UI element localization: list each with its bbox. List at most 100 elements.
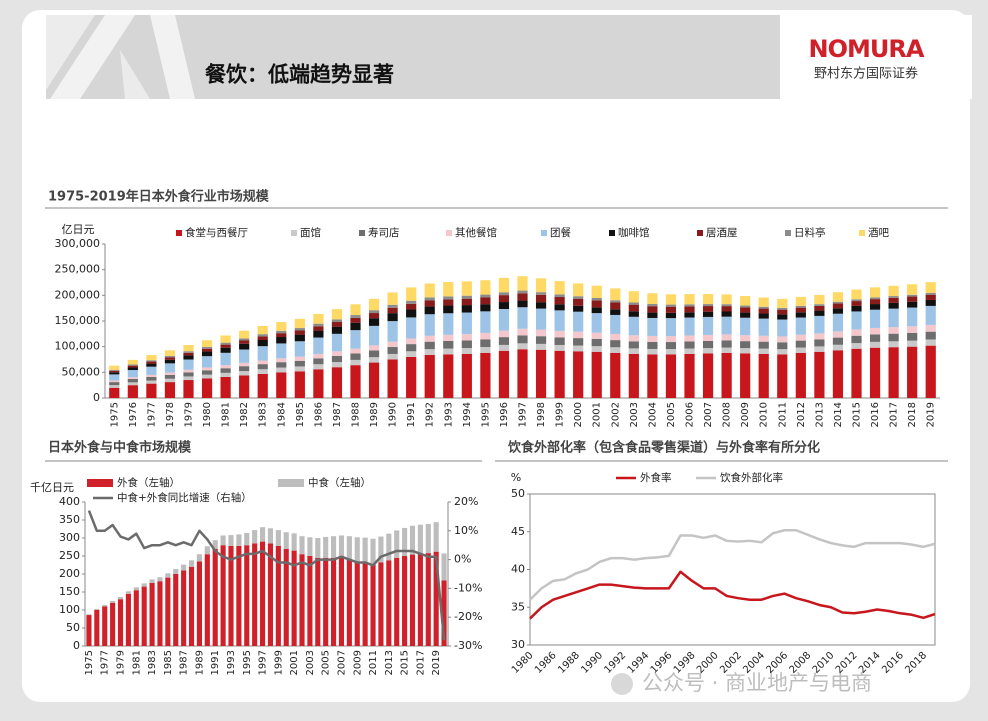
x-tick-label: 2017 [415,650,426,675]
bar [461,340,472,349]
bar [795,352,806,398]
bar [181,570,187,646]
x-tick-label: 1977 [100,650,111,675]
bar [212,548,218,646]
bar [402,527,408,556]
bar [149,579,155,583]
bar [443,299,454,306]
bar [702,348,714,354]
bar [591,338,602,347]
bar [164,355,176,358]
x-tick-label: 2009 [352,650,363,675]
bar [851,301,862,306]
bar [424,354,435,398]
x-tick-label: 2017 [889,402,900,427]
bar [220,342,231,345]
bar [257,339,268,347]
bar [94,610,100,646]
bar [665,294,677,305]
bar [220,372,231,377]
bar [461,298,472,306]
legend-label: 外食（左轴） [117,476,180,489]
x-tick-label: 2011 [368,650,379,675]
bar [684,304,695,307]
x-tick-label: 2016 [870,402,881,427]
x-tick-label: 2018 [907,402,918,427]
bar [461,305,472,313]
bar [350,359,361,366]
bar [127,370,138,378]
bar [869,304,881,310]
x-tick-label: 1999 [555,402,566,427]
bar [795,347,806,353]
x-tick-label: 1982 [239,402,250,427]
x-tick-label: 1983 [147,650,158,675]
y2-tick-label: -30% [454,639,482,652]
bar [721,294,732,305]
chart-title: 日本外食与中食市场规模 [48,440,192,456]
bar [647,354,658,398]
x-tick-label: 1975 [109,402,120,427]
bar [610,314,621,334]
bar [133,590,139,646]
bar [517,343,528,350]
bar [721,340,732,348]
bar [368,313,380,319]
bar [299,536,305,555]
x-tick-label: 1987 [179,650,190,675]
bar [201,346,213,349]
bar [387,304,398,308]
bar [461,334,472,341]
bar [331,367,343,398]
bar [925,305,936,325]
bar [851,335,862,344]
bar [368,318,380,326]
bar [406,344,417,352]
legend-label: 外食率 [640,471,672,484]
bar [591,285,602,299]
bar [443,348,454,355]
bar [127,365,138,368]
bar [220,376,231,398]
bar [294,360,305,367]
bar [888,347,899,398]
bar [315,557,321,646]
bar [480,280,491,295]
bar [925,294,936,300]
bar [109,382,120,386]
card [22,10,970,702]
bar [702,306,714,312]
bar [480,311,491,333]
bar [647,335,658,342]
x-tick-label: 1997 [258,650,269,675]
bar [777,309,788,315]
bar [517,328,528,336]
bar [313,330,324,338]
bar [173,574,179,646]
bar [387,341,398,348]
bar [220,335,231,343]
bar [370,538,376,564]
bar [591,313,602,333]
bar [740,353,751,398]
bar [109,372,120,375]
bar [276,367,287,373]
bar [814,346,825,352]
bar [665,349,677,355]
x-tick-label: 1998 [536,402,547,427]
y-tick-label: 250 [59,549,80,562]
stripe [46,15,95,90]
bar [925,324,936,332]
logo-sub: 野村东方国际证券 [814,66,918,82]
bar [362,562,368,646]
bar [535,349,547,398]
bar [387,353,398,360]
bar [181,564,187,571]
bar [665,312,677,319]
bar [239,338,250,341]
bar [127,382,138,386]
bar [554,330,565,338]
bar [346,559,352,646]
bar [299,554,305,646]
bar [331,322,343,327]
